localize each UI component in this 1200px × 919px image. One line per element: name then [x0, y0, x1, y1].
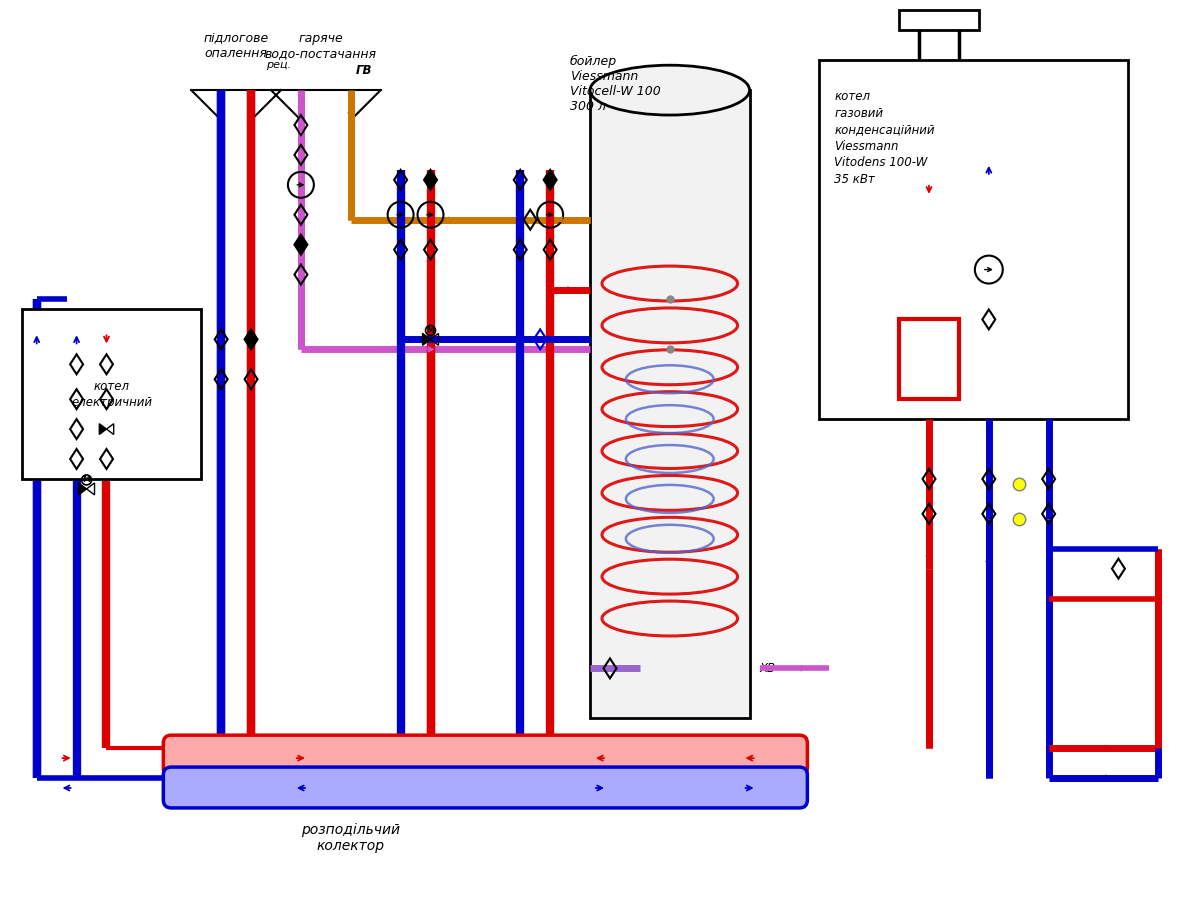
Text: рец.: рец.: [266, 61, 290, 70]
Polygon shape: [294, 234, 307, 255]
Bar: [899, 320, 959, 399]
Polygon shape: [424, 170, 437, 190]
Polygon shape: [100, 424, 107, 435]
Text: ХВ: ХВ: [760, 662, 775, 675]
Bar: [820, 61, 1128, 419]
Text: розподільчий
колектор: розподільчий колектор: [301, 823, 401, 853]
Bar: [899, 10, 979, 30]
Polygon shape: [422, 334, 431, 346]
Text: бойлер
Viessmann
Vitocell-W 100
300 л: бойлер Viessmann Vitocell-W 100 300 л: [570, 55, 661, 113]
Bar: [590, 90, 750, 719]
FancyBboxPatch shape: [163, 767, 808, 808]
Polygon shape: [78, 482, 86, 495]
Polygon shape: [245, 329, 258, 349]
Text: ГВ: ГВ: [355, 63, 372, 76]
Text: котел
електричний: котел електричний: [71, 380, 152, 409]
Polygon shape: [544, 170, 557, 190]
Text: гаряче
водо-постачання: гаряче водо-постачання: [265, 32, 377, 61]
Text: підлогове
опалення: підлогове опалення: [204, 32, 269, 61]
FancyBboxPatch shape: [163, 735, 808, 776]
Text: M: M: [427, 326, 434, 335]
Text: M: M: [83, 475, 90, 484]
Ellipse shape: [590, 65, 750, 115]
Bar: [22, 310, 202, 479]
Text: котел
газовий
конденсаційний
Viessmann
Vitodens 100-W
35 кВт: котел газовий конденсаційний Viessmann V…: [834, 90, 935, 186]
